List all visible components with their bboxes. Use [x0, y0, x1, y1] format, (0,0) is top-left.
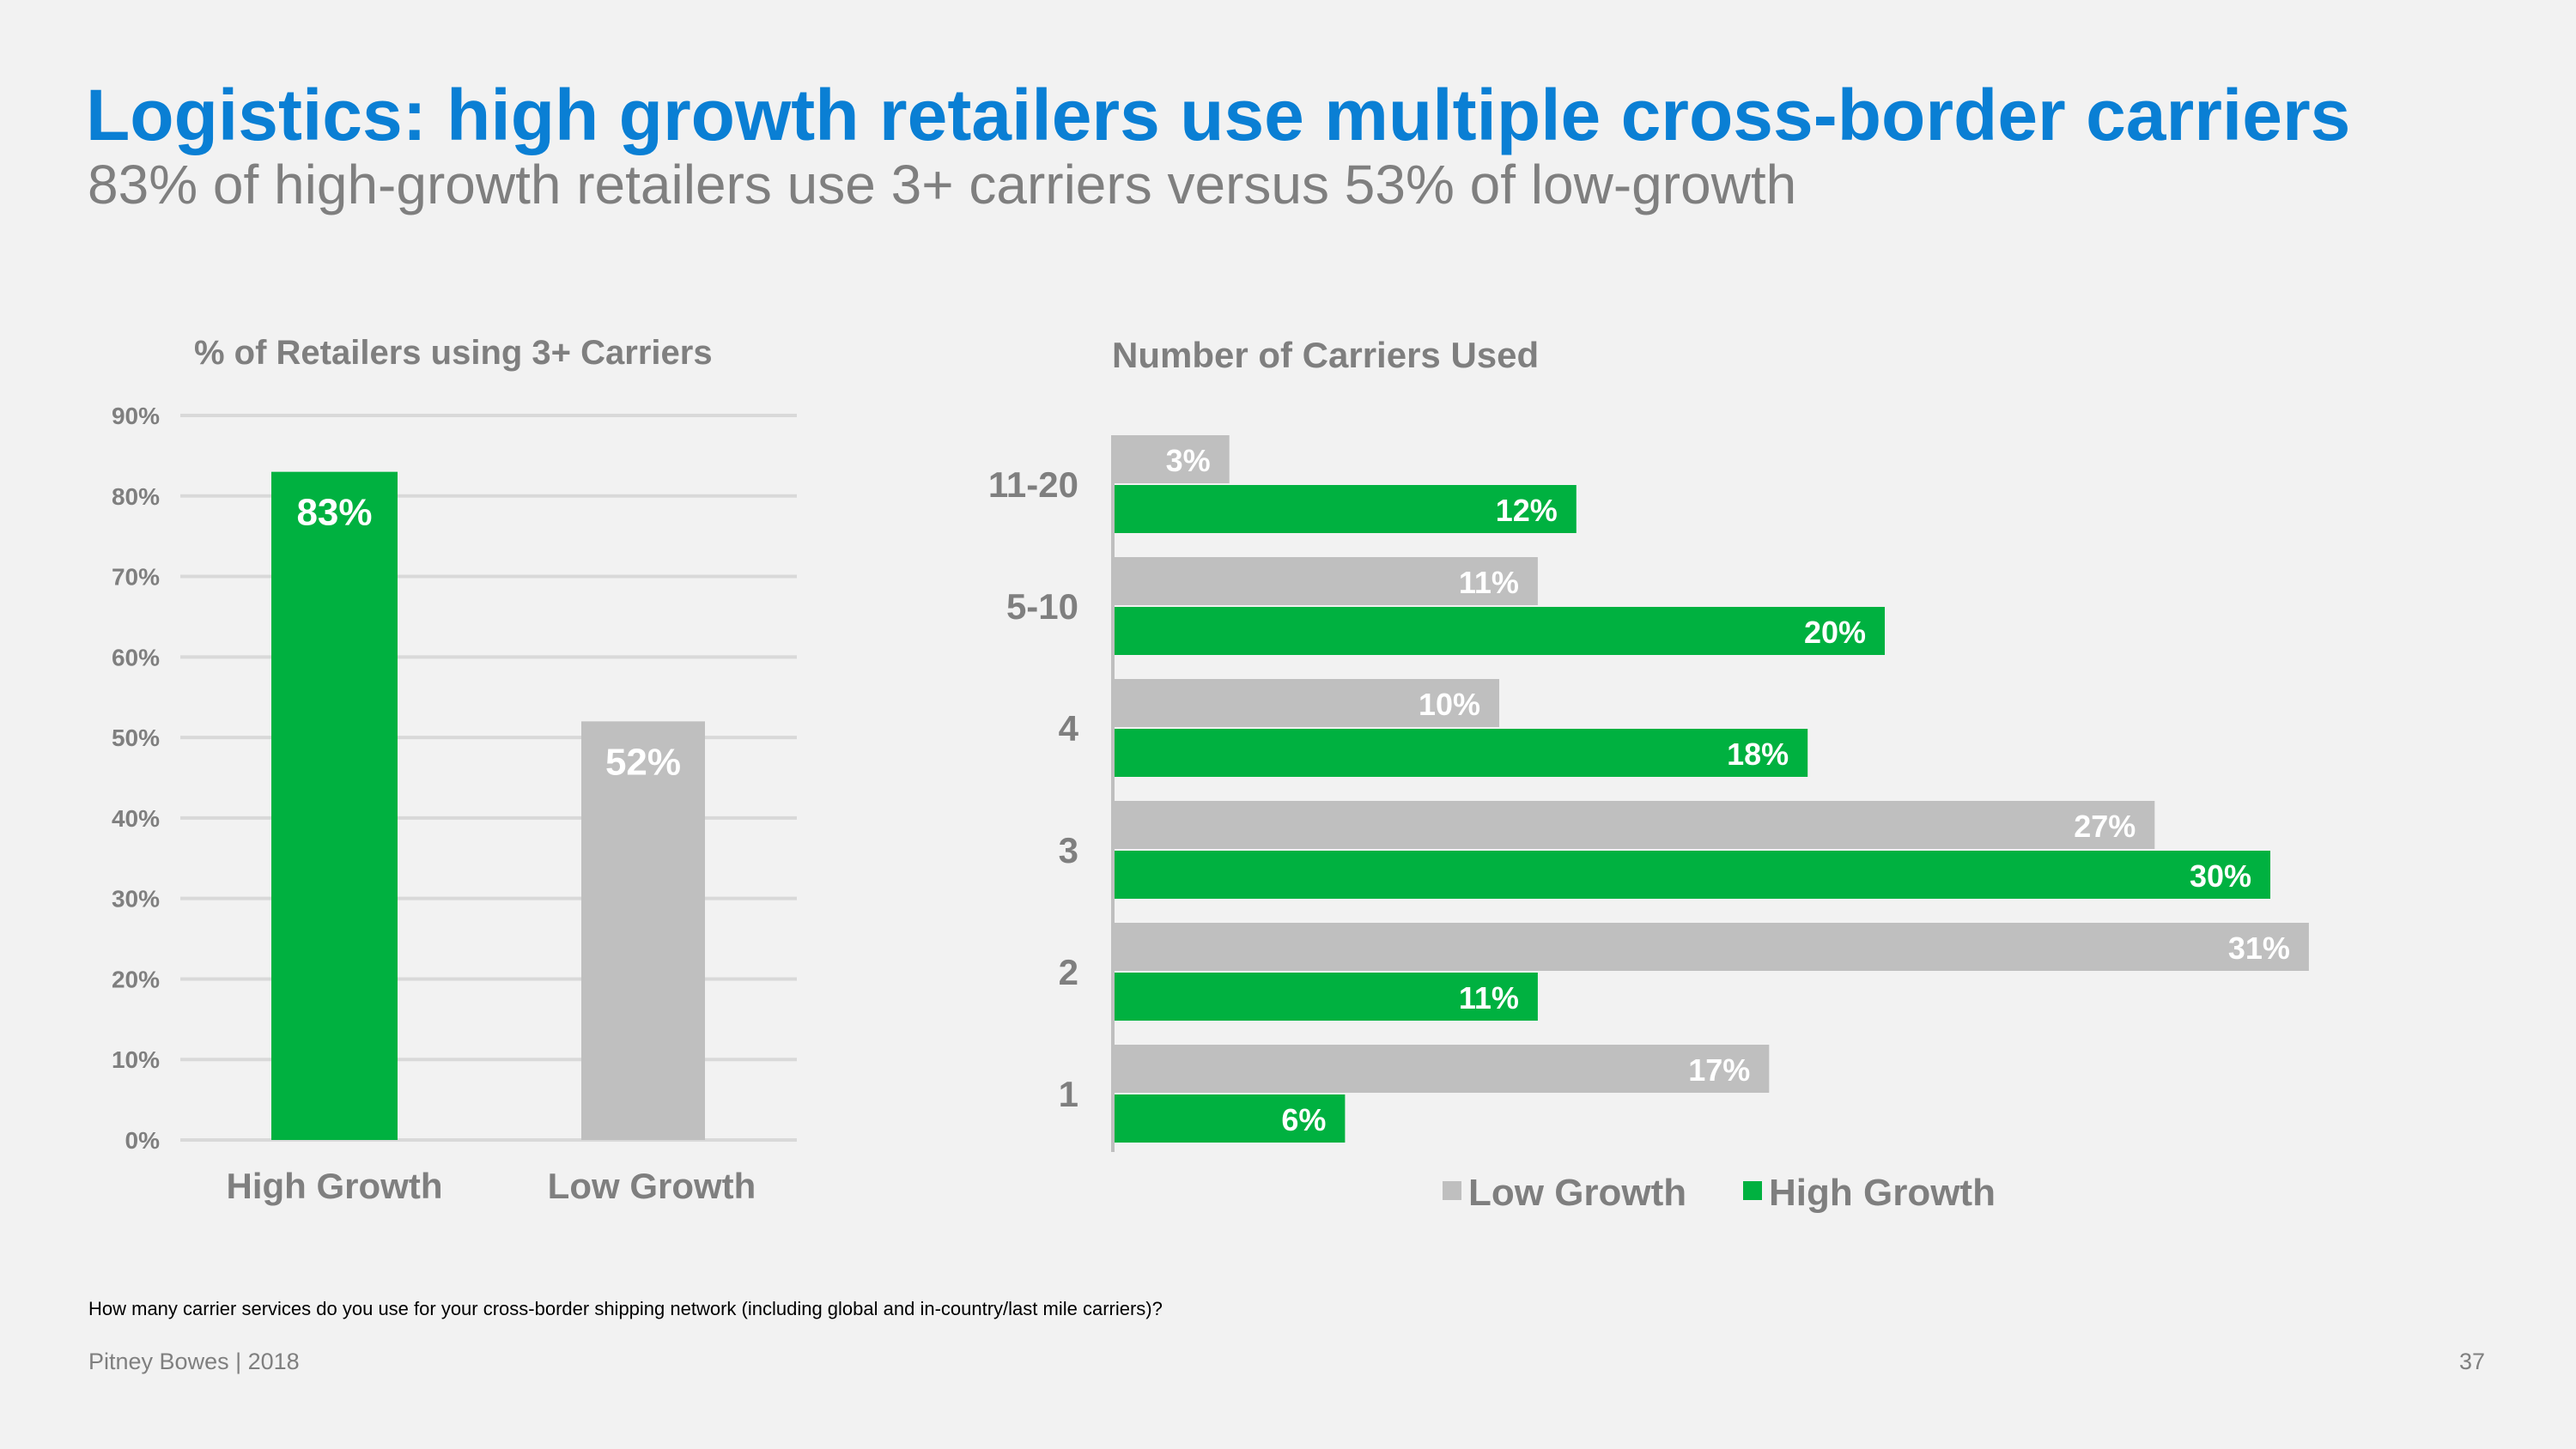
y-tick-label: 40% [112, 805, 160, 832]
bar-high-growth [1114, 1094, 1346, 1143]
data-label: 30% [2190, 858, 2251, 894]
data-label: 31% [2228, 931, 2290, 966]
legend-swatch-high-growth [1743, 1181, 1762, 1200]
y-tick-label: 0% [125, 1127, 161, 1154]
bar-low-growth [1114, 801, 2155, 849]
data-label: 20% [1804, 615, 1866, 650]
bar-low-growth [1114, 679, 1499, 727]
data-label: 3% [1166, 443, 1211, 478]
y-tick-label: 90% [112, 403, 160, 429]
y-category-label: 1 [1059, 1074, 1078, 1114]
right-chart: Number of Carriers Used 3% 12% 11-20 11% 20%… [988, 335, 2309, 1214]
bar-high-growth [1114, 485, 1577, 533]
data-label: 27% [2074, 809, 2136, 844]
legend-label-high-growth: High Growth [1769, 1172, 1996, 1214]
bar-high-growth [271, 471, 398, 1140]
y-category-label: 3 [1059, 830, 1078, 870]
data-label: 17% [1688, 1052, 1750, 1088]
y-tick-label: 20% [112, 966, 160, 992]
data-label: 52% [605, 741, 681, 783]
left-bars: 83% High Growth 52% Low Growth [227, 471, 756, 1206]
data-label: 83% [296, 492, 372, 534]
page-number: 37 [2458, 1349, 2485, 1374]
bar-low-growth [1114, 923, 2309, 971]
bar-high-growth [1114, 607, 1885, 655]
y-category-label: 11-20 [988, 464, 1078, 505]
y-category-label: 5-10 [1006, 586, 1078, 627]
data-label: 6% [1281, 1102, 1326, 1137]
right-bars: 3% 12% 11-20 11% 20% 5-10 10% 18% 4 27% 30% 3 31% 11%… [988, 435, 2309, 1143]
data-label: 11% [1459, 980, 1519, 1016]
data-label: 11% [1459, 565, 1519, 600]
bar-high-growth [1114, 973, 1538, 1021]
bar-high-growth [1114, 729, 1808, 777]
left-chart-title: % of Retailers using 3+ Carriers [194, 334, 713, 372]
y-tick-label: 70% [112, 564, 160, 591]
y-tick-label: 80% [112, 483, 160, 510]
legend-swatch-low-growth [1443, 1181, 1461, 1200]
data-label: 12% [1496, 493, 1558, 528]
y-category-label: 4 [1059, 708, 1079, 749]
legend-label-low-growth: Low Growth [1468, 1172, 1686, 1214]
slide-subtitle: 83% of high-growth retailers use 3+ carr… [88, 154, 1797, 215]
bar-low-growth [1114, 557, 1538, 605]
footer-source: Pitney Bowes | 2018 [88, 1349, 300, 1374]
left-chart: % of Retailers using 3+ Carriers 0% 10% 20… [112, 334, 797, 1206]
y-tick-label: 10% [112, 1046, 160, 1073]
bar-low-growth [581, 721, 705, 1140]
x-category-label: Low Growth [548, 1166, 756, 1206]
bar-high-growth [1114, 851, 2270, 899]
slide-title: Logistics: high growth retailers use mul… [86, 75, 2351, 155]
y-tick-label: 60% [112, 644, 160, 670]
y-tick-label: 30% [112, 886, 160, 912]
footnote: How many carrier services do you use for… [88, 1298, 1163, 1319]
y-category-label: 2 [1059, 952, 1078, 992]
data-label: 10% [1419, 687, 1480, 722]
y-tick-label: 50% [112, 724, 160, 751]
legend: Low Growth High Growth [1443, 1172, 1996, 1214]
bar-low-growth [1114, 1045, 1770, 1093]
data-label: 18% [1727, 737, 1789, 772]
bar-low-growth [1114, 435, 1230, 483]
x-category-label: High Growth [227, 1166, 443, 1206]
right-chart-title: Number of Carriers Used [1112, 335, 1539, 375]
